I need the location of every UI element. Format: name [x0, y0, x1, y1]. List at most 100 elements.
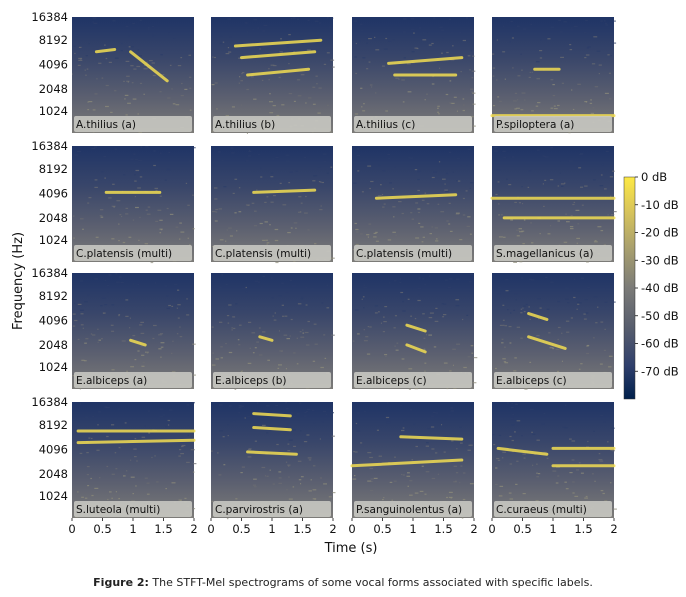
noise-speck: [419, 490, 424, 492]
noise-speck: [555, 348, 560, 351]
noise-speck: [311, 409, 315, 411]
spectrogram-panel: A.thilius (b): [211, 17, 335, 134]
noise-speck: [446, 220, 449, 222]
panel-background: [492, 273, 614, 389]
noise-speck: [522, 493, 526, 495]
noise-speck: [258, 327, 261, 329]
noise-speck: [439, 67, 441, 69]
noise-speck: [214, 198, 218, 200]
noise-speck: [211, 280, 213, 282]
noise-speck: [448, 18, 451, 20]
noise-speck: [293, 100, 296, 102]
noise-speck: [227, 435, 229, 437]
noise-speck: [368, 38, 372, 40]
noise-speck: [366, 234, 370, 236]
noise-speck: [97, 341, 99, 343]
noise-speck: [557, 104, 560, 107]
noise-speck: [429, 233, 432, 235]
noise-speck: [320, 181, 322, 183]
noise-speck: [509, 41, 511, 43]
noise-speck: [531, 71, 533, 73]
noise-speck: [402, 300, 404, 303]
noise-speck: [469, 483, 474, 485]
noise-speck: [269, 469, 271, 471]
x-tick-label: 2: [610, 522, 617, 536]
panel-label-box: [213, 372, 331, 388]
panel-label-box: [74, 116, 192, 132]
noise-speck: [298, 211, 302, 213]
noise-speck: [126, 75, 130, 77]
noise-speck: [124, 422, 127, 424]
noise-speck: [85, 338, 89, 340]
noise-speck: [590, 99, 592, 101]
noise-speck: [366, 39, 368, 41]
noise-speck: [311, 288, 314, 290]
noise-speck: [550, 225, 552, 227]
noise-speck: [387, 153, 390, 156]
noise-speck: [302, 332, 305, 334]
noise-speck: [568, 160, 573, 162]
noise-speck: [290, 318, 293, 321]
noise-speck: [564, 182, 566, 184]
noise-speck: [288, 476, 290, 478]
noise-speck: [146, 351, 149, 353]
noise-speck: [494, 38, 496, 41]
noise-speck: [286, 338, 290, 340]
noise-speck: [221, 274, 224, 276]
noise-speck: [287, 464, 291, 466]
noise-speck: [134, 180, 137, 182]
noise-speck: [422, 278, 424, 280]
noise-speck: [391, 499, 393, 501]
noise-speck: [414, 492, 419, 494]
noise-speck: [291, 285, 296, 287]
noise-speck: [572, 289, 576, 291]
noise-speck: [137, 350, 140, 352]
noise-speck: [159, 219, 163, 221]
noise-speck: [514, 357, 517, 359]
panel-label-box: [354, 372, 472, 388]
noise-speck: [410, 315, 412, 317]
noise-speck: [597, 226, 602, 228]
noise-speck: [498, 236, 503, 238]
noise-speck: [389, 481, 393, 483]
noise-speck: [536, 335, 540, 337]
noise-speck: [129, 327, 131, 329]
noise-speck: [134, 159, 138, 161]
noise-speck: [212, 352, 215, 354]
noise-speck: [315, 175, 318, 177]
noise-speck: [212, 211, 216, 213]
noise-speck: [600, 415, 604, 417]
noise-speck: [392, 231, 396, 233]
noise-speck: [537, 473, 541, 475]
noise-speck: [594, 240, 597, 242]
noise-speck: [114, 452, 117, 454]
noise-speck: [111, 424, 115, 426]
noise-speck: [357, 170, 360, 172]
noise-speck: [214, 220, 218, 222]
noise-speck: [108, 61, 112, 63]
noise-speck: [288, 465, 290, 467]
noise-speck: [273, 319, 277, 321]
noise-speck: [240, 80, 243, 82]
noise-speck: [305, 102, 307, 104]
noise-speck: [610, 55, 612, 57]
noise-speck: [425, 471, 430, 473]
noise-speck: [308, 490, 312, 492]
noise-speck: [74, 154, 78, 156]
noise-speck: [87, 294, 90, 296]
noise-speck: [256, 189, 258, 191]
noise-speck: [523, 28, 527, 30]
noise-speck: [111, 304, 115, 306]
noise-speck: [536, 472, 538, 474]
noise-speck: [452, 45, 454, 47]
noise-speck: [374, 312, 378, 314]
noise-speck: [223, 464, 226, 466]
noise-speck: [380, 184, 382, 186]
panel-label-box: [74, 372, 192, 388]
noise-speck: [499, 100, 502, 102]
noise-speck: [118, 447, 121, 449]
noise-speck: [261, 466, 266, 469]
noise-speck: [532, 464, 534, 466]
noise-speck: [580, 153, 584, 155]
noise-speck: [580, 186, 584, 188]
